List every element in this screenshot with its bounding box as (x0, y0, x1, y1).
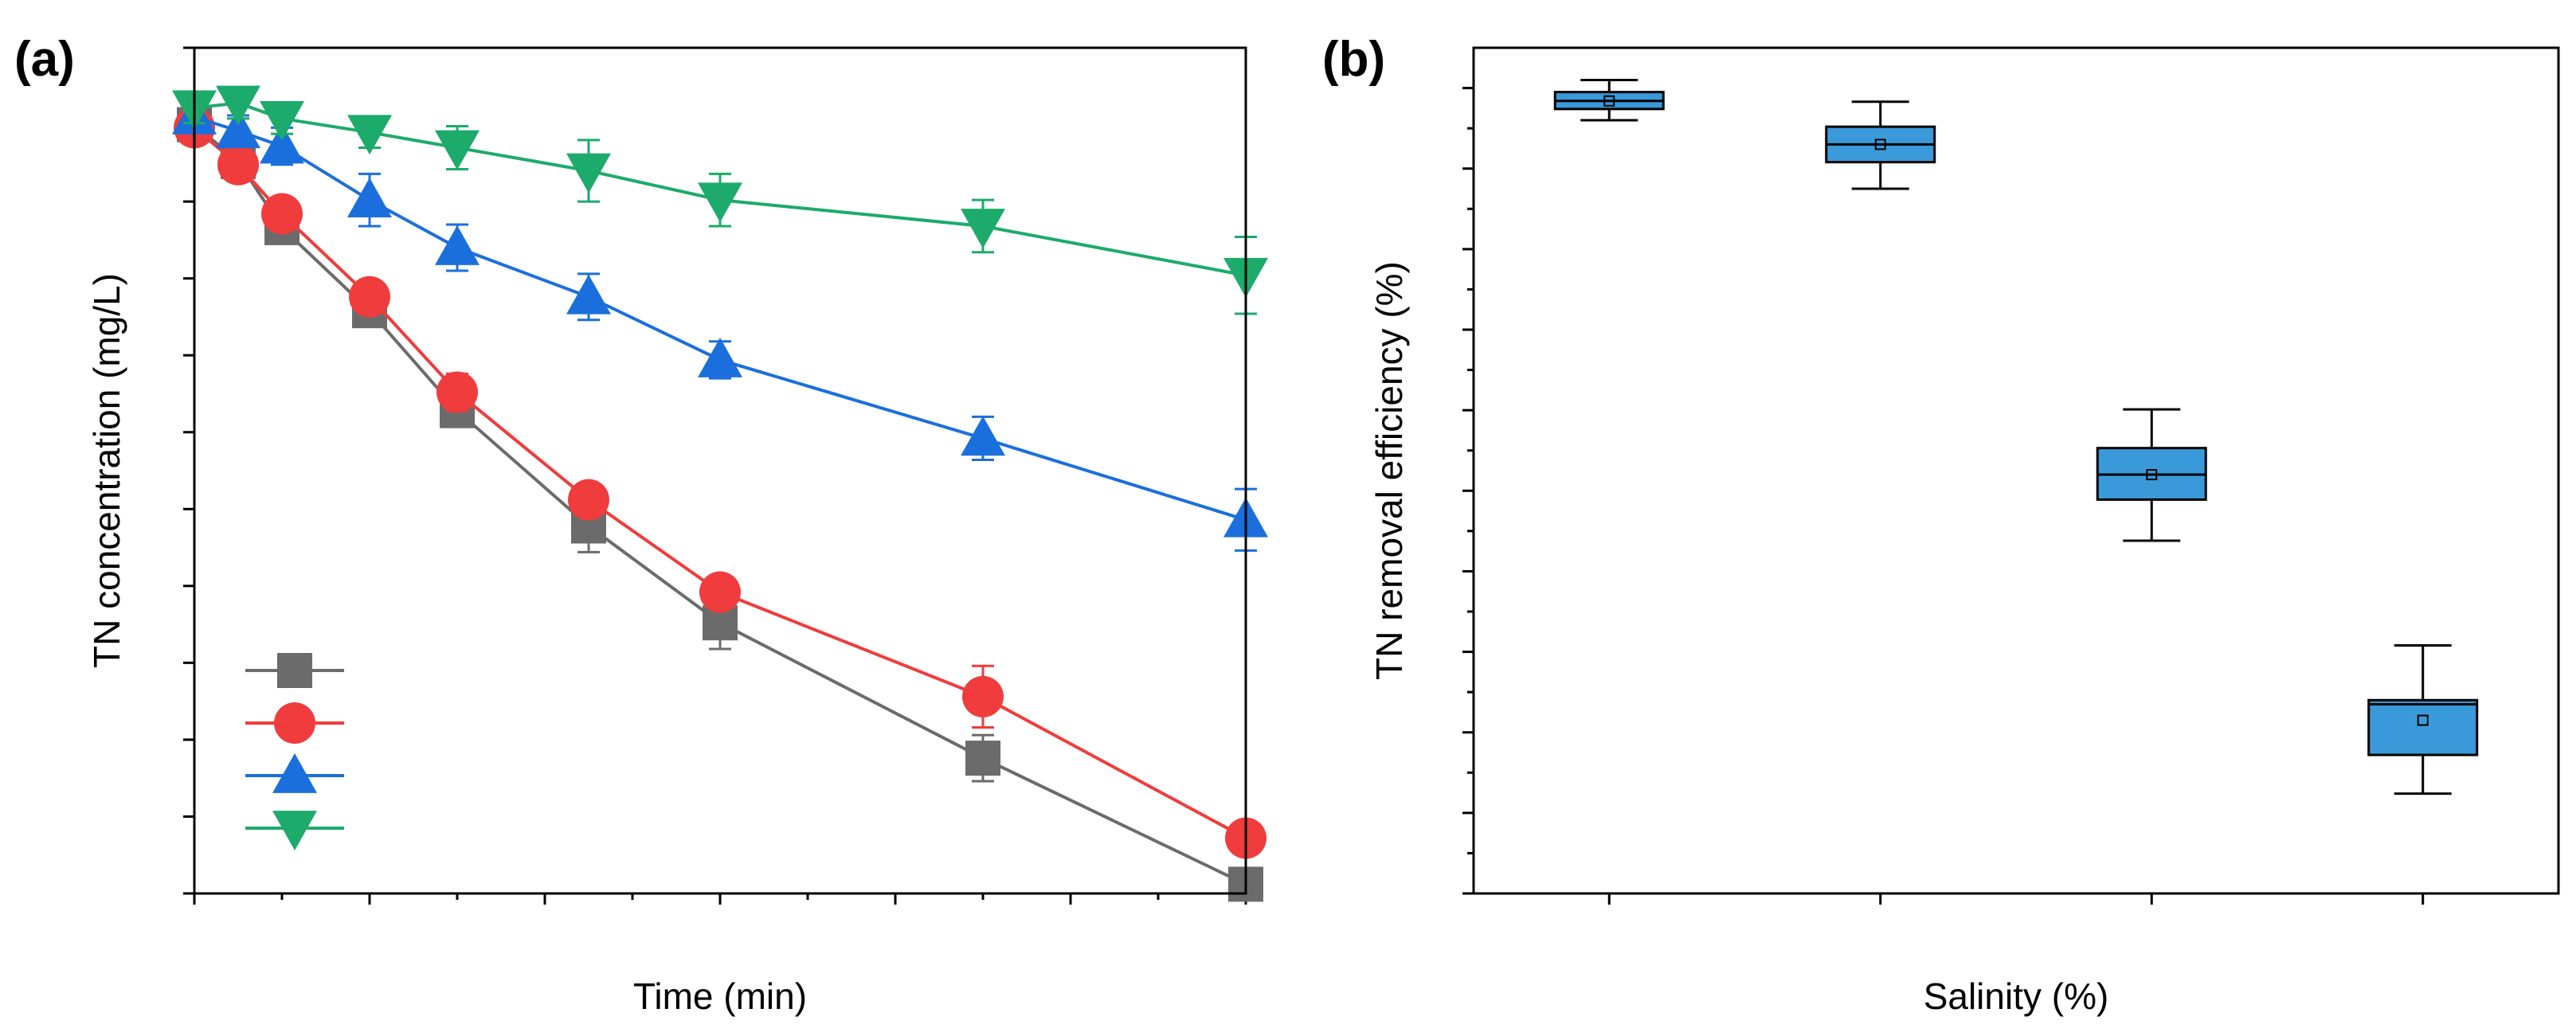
series-line (193, 126, 1247, 840)
data-point (349, 276, 390, 318)
panel-a-y-axis-title: TN concentration (mg/L) (86, 273, 127, 668)
data-point (437, 371, 478, 413)
legend-item (245, 702, 344, 744)
data-point (961, 209, 1005, 248)
legend-item (245, 811, 344, 850)
data-point (347, 178, 392, 217)
mean-marker (1603, 95, 1615, 107)
data-point (435, 130, 480, 170)
data-point (435, 225, 480, 265)
panel-a-plot-area (172, 46, 1268, 905)
legend-item (245, 753, 344, 793)
series-line (193, 123, 1247, 886)
data-point (216, 108, 260, 149)
legend-item (245, 653, 344, 688)
data-point (962, 675, 1004, 717)
legend-marker (272, 753, 317, 793)
panel-a-axes-frame (193, 46, 1247, 895)
data-point (216, 85, 260, 126)
data-point (217, 143, 259, 186)
panel-a-label: (a) (14, 32, 75, 87)
data-point (699, 571, 741, 613)
panel-b-axes-frame (1472, 46, 2560, 895)
panel-b-label: (b) (1322, 32, 1385, 87)
data-point (261, 193, 303, 235)
data-point (260, 100, 304, 141)
data-point (347, 115, 392, 155)
data-point (961, 416, 1005, 456)
legend-marker (274, 702, 315, 744)
mean-marker (2417, 714, 2429, 726)
panel-a-legend (245, 653, 344, 850)
data-point (698, 337, 742, 377)
box-2 (2096, 408, 2207, 542)
legend-marker (272, 811, 317, 850)
data-point (566, 274, 611, 315)
panel-a-line-chart: (a) Time (min) TN concentration (mg/L) (14, 32, 1268, 1017)
panel-b-y-axis-title: TN removal efficiency (%) (1368, 261, 1410, 680)
box-0 (1553, 78, 1665, 122)
mean-marker (2146, 469, 2158, 481)
data-point (698, 182, 742, 223)
panel-b-plot-area (1462, 78, 2479, 905)
series-2 (172, 94, 1268, 552)
panel-b-x-axis-title: Salinity (%) (1924, 975, 2109, 1017)
box-body (2367, 698, 2479, 756)
legend-marker (277, 653, 312, 688)
series-3 (172, 85, 1268, 315)
data-point (568, 479, 609, 521)
box-1 (1825, 100, 1936, 190)
panel-b-box-chart: (b) Salinity (%) TN removal efficiency (… (1322, 32, 2560, 1017)
panel-a-x-axis-title: Time (min) (633, 975, 807, 1017)
box-3 (2367, 643, 2479, 796)
mean-marker (1874, 139, 1886, 151)
data-point (965, 741, 1000, 776)
data-point (260, 123, 304, 164)
data-point (566, 153, 611, 194)
